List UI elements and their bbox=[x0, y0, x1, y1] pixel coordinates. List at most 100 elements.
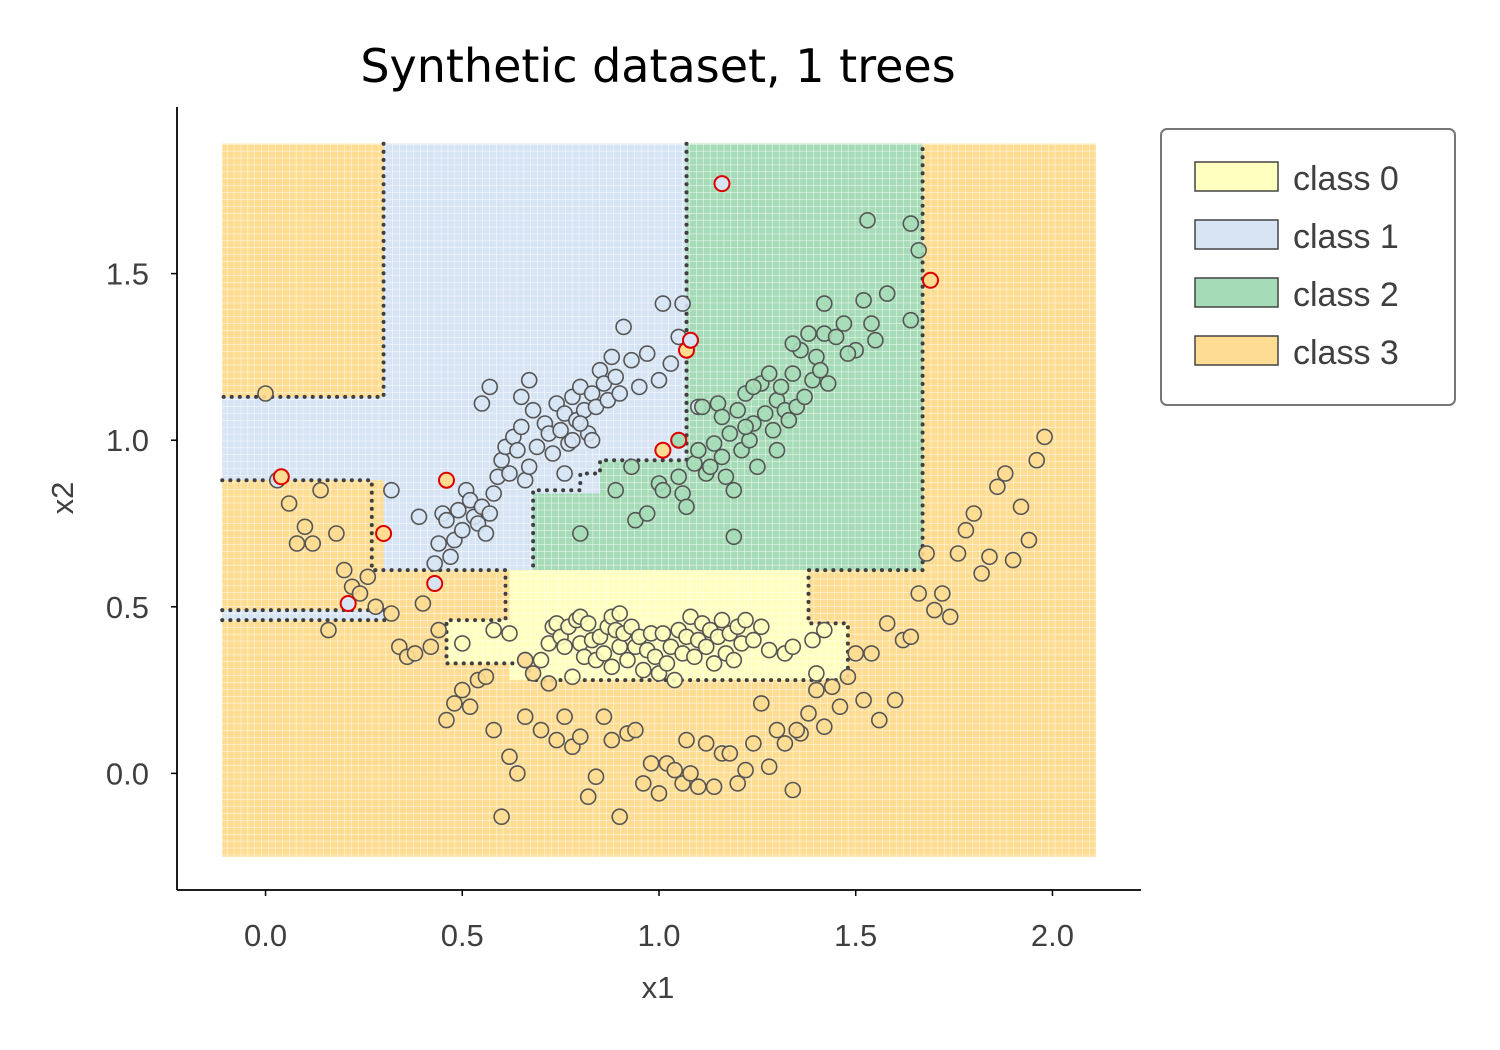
data-point-class-2 bbox=[827, 328, 845, 346]
data-point-class-2 bbox=[835, 315, 853, 332]
x-tick-label: 2.0 bbox=[1031, 918, 1074, 953]
data-point-class-3 bbox=[941, 608, 959, 626]
data-point-class-1 bbox=[453, 521, 471, 539]
data-point-class-3 bbox=[815, 718, 833, 736]
data-point-class-2 bbox=[721, 425, 739, 442]
data-point-class-1 bbox=[501, 465, 518, 482]
data-point-class-3 bbox=[1028, 451, 1045, 469]
data-point-class-1 bbox=[438, 511, 455, 529]
legend-swatch-class-2 bbox=[1194, 277, 1279, 308]
data-point-class-3 bbox=[571, 728, 589, 746]
data-point-class-2 bbox=[863, 315, 880, 332]
data-point-class-3 bbox=[1020, 531, 1038, 549]
data-point-class-2 bbox=[796, 388, 813, 406]
data-point-class-1 bbox=[615, 318, 632, 336]
data-point-class-3 bbox=[603, 731, 621, 749]
data-point-class-3 bbox=[863, 645, 880, 662]
data-point-class-0 bbox=[556, 638, 573, 656]
data-point-class-2 bbox=[756, 405, 774, 422]
data-point-class-2 bbox=[768, 441, 786, 459]
data-point-class-0 bbox=[760, 641, 778, 659]
data-point-class-3 bbox=[666, 761, 684, 779]
data-point-class-3 bbox=[548, 731, 566, 749]
data-point-class-3 bbox=[705, 778, 723, 796]
data-point-class-3 bbox=[784, 781, 802, 799]
data-point-class-0 bbox=[686, 648, 703, 666]
data-point-class-3 bbox=[383, 605, 400, 622]
data-point-class-3 bbox=[808, 681, 825, 699]
legend-label-class-3: class 3 bbox=[1293, 334, 1399, 372]
data-point-class-0 bbox=[725, 651, 743, 669]
data-point-class-1 bbox=[520, 371, 538, 389]
misclassified-point bbox=[339, 595, 357, 612]
data-point-class-3 bbox=[328, 525, 345, 542]
data-point-class-1 bbox=[449, 501, 467, 519]
data-point-class-2 bbox=[815, 295, 833, 312]
data-point-class-3 bbox=[902, 628, 920, 646]
misclassified-point bbox=[670, 431, 688, 449]
data-point-class-2 bbox=[811, 361, 829, 379]
misclassified-point bbox=[375, 525, 393, 542]
data-point-class-3 bbox=[320, 621, 337, 639]
data-point-class-1 bbox=[650, 371, 668, 389]
data-point-class-2 bbox=[689, 441, 707, 459]
x-tick-label: 0.5 bbox=[441, 918, 484, 953]
data-point-class-3 bbox=[1012, 498, 1030, 516]
misclassified-point bbox=[426, 575, 444, 592]
data-point-class-0 bbox=[784, 638, 802, 656]
data-point-class-2 bbox=[902, 311, 920, 329]
data-point-class-3 bbox=[776, 735, 794, 752]
data-point-class-3 bbox=[973, 565, 990, 582]
y-tick-label: 0.0 bbox=[106, 756, 149, 791]
data-point-class-3 bbox=[595, 708, 613, 726]
x-axis-label: x1 bbox=[642, 970, 675, 1005]
data-point-class-3 bbox=[516, 651, 534, 669]
y-tick-label: 1.5 bbox=[106, 257, 149, 292]
data-point-class-3 bbox=[312, 481, 329, 499]
data-point-class-0 bbox=[745, 631, 762, 649]
legend-swatch-class-0 bbox=[1194, 161, 1279, 192]
data-point-class-3 bbox=[1004, 551, 1022, 569]
data-point-class-1 bbox=[426, 555, 444, 572]
data-point-class-3 bbox=[532, 721, 550, 739]
data-point-class-3 bbox=[760, 758, 778, 776]
data-point-class-1 bbox=[662, 355, 680, 372]
data-point-class-1 bbox=[481, 505, 499, 522]
data-point-class-0 bbox=[611, 605, 629, 622]
data-point-class-3 bbox=[627, 721, 644, 739]
data-point-class-3 bbox=[414, 595, 432, 612]
data-point-class-0 bbox=[532, 651, 550, 669]
data-point-class-3 bbox=[1036, 428, 1053, 446]
data-point-class-3 bbox=[745, 735, 762, 752]
data-point-class-1 bbox=[485, 485, 503, 502]
decision-boundary-0 bbox=[220, 141, 386, 399]
axes: 0.0 0.5 1.0 1.5 2.0 0.0 0.5 1.0 1.5 bbox=[106, 107, 1141, 953]
data-point-class-1 bbox=[583, 431, 601, 449]
data-point-class-1 bbox=[509, 441, 526, 459]
data-point-class-3 bbox=[678, 731, 695, 749]
data-point-class-2 bbox=[910, 242, 928, 259]
legend: class 0 class 1 class 2 class 3 bbox=[1160, 128, 1456, 406]
legend-label-class-2: class 2 bbox=[1293, 276, 1399, 314]
data-point-class-3 bbox=[516, 708, 534, 726]
data-point-class-1 bbox=[383, 481, 400, 499]
data-point-class-0 bbox=[666, 671, 684, 689]
data-point-class-2 bbox=[571, 525, 589, 542]
data-point-class-3 bbox=[461, 698, 479, 716]
data-point-class-3 bbox=[918, 545, 935, 562]
data-point-class-3 bbox=[611, 808, 629, 826]
data-point-class-0 bbox=[453, 635, 471, 652]
data-point-class-1 bbox=[607, 368, 625, 386]
data-point-class-3 bbox=[847, 645, 865, 662]
data-point-class-3 bbox=[965, 505, 983, 522]
y-tick-label: 1.0 bbox=[106, 423, 149, 458]
data-point-class-3 bbox=[823, 678, 841, 696]
data-point-class-2 bbox=[725, 481, 743, 499]
data-point-class-1 bbox=[410, 508, 428, 526]
data-point-class-3 bbox=[855, 691, 872, 709]
data-point-class-3 bbox=[634, 775, 652, 792]
misclassified-point bbox=[654, 441, 672, 459]
data-point-class-2 bbox=[878, 285, 896, 302]
y-axis-label: x2 bbox=[45, 482, 80, 515]
